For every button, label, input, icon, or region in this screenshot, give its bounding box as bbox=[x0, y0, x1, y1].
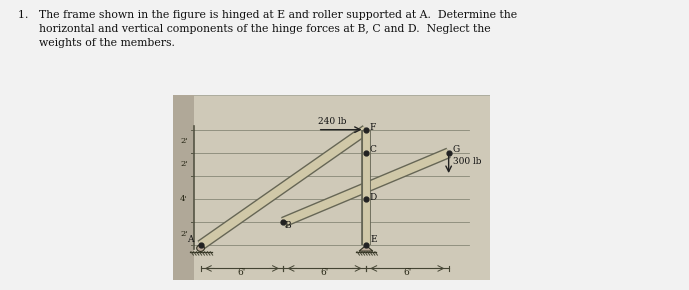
Text: 300 lb: 300 lb bbox=[453, 157, 482, 166]
Text: A: A bbox=[187, 235, 194, 244]
Text: 6': 6' bbox=[403, 268, 411, 277]
Circle shape bbox=[196, 245, 205, 251]
Text: C: C bbox=[369, 145, 376, 154]
Text: weights of the members.: weights of the members. bbox=[18, 38, 175, 48]
Text: 6': 6' bbox=[238, 268, 246, 277]
Text: D: D bbox=[369, 193, 377, 202]
Text: 1.   The frame shown in the figure is hinged at E and roller supported at A.  De: 1. The frame shown in the figure is hing… bbox=[18, 10, 517, 20]
FancyBboxPatch shape bbox=[173, 95, 490, 280]
Text: B: B bbox=[285, 221, 291, 230]
Text: F: F bbox=[369, 123, 376, 132]
Text: 240 lb: 240 lb bbox=[318, 117, 346, 126]
Text: 2': 2' bbox=[181, 160, 188, 168]
Text: E: E bbox=[370, 235, 377, 244]
Polygon shape bbox=[359, 245, 373, 251]
Text: 2': 2' bbox=[181, 137, 188, 145]
Text: horizontal and vertical components of the hinge forces at B, C and D.  Neglect t: horizontal and vertical components of th… bbox=[18, 24, 491, 34]
Text: 6': 6' bbox=[320, 268, 329, 277]
Text: G: G bbox=[452, 145, 460, 154]
Text: 4': 4' bbox=[180, 195, 188, 203]
FancyBboxPatch shape bbox=[173, 95, 194, 280]
Text: 2': 2' bbox=[181, 230, 188, 238]
